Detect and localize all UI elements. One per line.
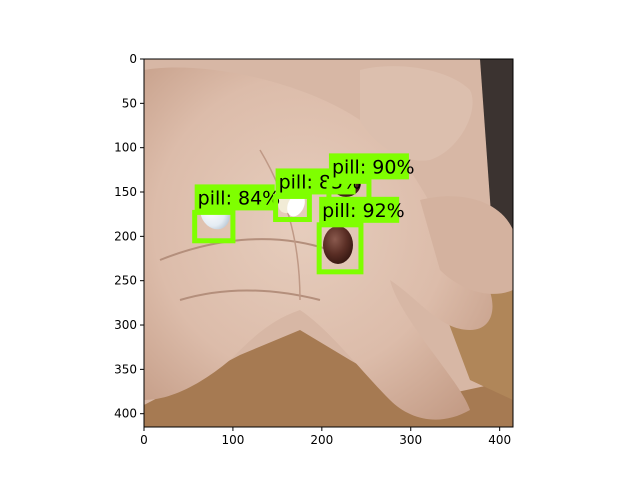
y-tick-label: 100: [114, 141, 137, 155]
y-tick-label: 300: [114, 318, 137, 332]
finger: [420, 196, 513, 294]
bounding-box: [192, 209, 236, 244]
detections: pill: 84%pill: 85%pill: 90%pill: 92%: [192, 153, 415, 275]
detection-3: pill: 90%: [326, 153, 415, 213]
palm-crease: [259, 149, 301, 301]
detection-1: pill: 84%: [192, 184, 281, 244]
y-tick-label: 400: [114, 407, 137, 421]
x-tick-label: 0: [140, 433, 148, 447]
label-background: [194, 184, 275, 211]
x-tick-label: 200: [310, 433, 333, 447]
detection-label: pill: 84%: [198, 187, 281, 209]
x-axis: 0 100 200 300 400: [140, 427, 511, 447]
axes-frame: [143, 58, 514, 428]
y-tick-label: 250: [114, 274, 137, 288]
bounding-box: [316, 222, 364, 275]
hand-photo: [144, 59, 513, 427]
x-tick-label: 400: [488, 433, 511, 447]
bounding-box: [273, 193, 312, 223]
detection-label: pill: 92%: [322, 200, 405, 222]
label-background: [328, 153, 409, 180]
brown-pill-lower: [323, 226, 353, 264]
label-background: [319, 196, 400, 223]
detection-4: pill: 92%: [316, 196, 405, 275]
y-tick-label: 150: [114, 185, 137, 199]
thumb: [360, 66, 473, 161]
y-tick-label: 350: [114, 362, 137, 376]
detection-label: pill: 90%: [332, 156, 415, 178]
y-tick-label: 50: [122, 96, 137, 110]
y-tick-label: 0: [129, 52, 137, 66]
palm-crease: [179, 289, 321, 301]
palm-crease: [159, 238, 331, 261]
white-oval-pill-2: [287, 193, 305, 217]
x-tick-label: 100: [221, 433, 244, 447]
y-axis: 0 50 100 150 200 250 300 350 400: [114, 52, 144, 421]
y-tick-label: 200: [114, 229, 137, 243]
x-tick-label: 300: [399, 433, 422, 447]
